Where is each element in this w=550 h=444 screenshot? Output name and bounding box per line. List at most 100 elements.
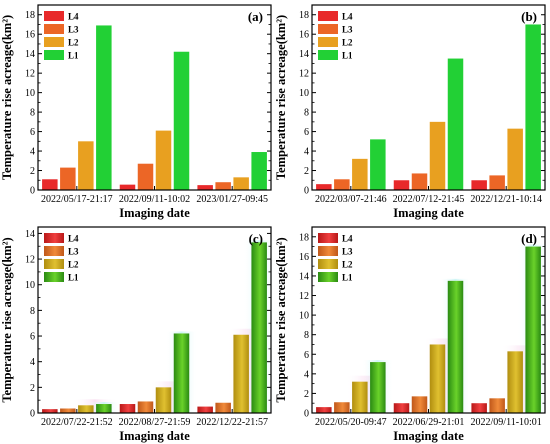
y-tick-label: 14 [25,229,35,240]
y-tick-label: 4 [304,369,309,380]
legend-label-l2: L2 [68,38,79,48]
legend-swatch-l1 [44,50,64,60]
bar-l3 [411,173,428,190]
legend-swatch-l2 [318,37,338,47]
x-axis-label: Imaging date [393,429,464,443]
legend-swatch-l4 [44,233,64,243]
bar-l1 [173,51,190,190]
bar-l4 [316,184,332,190]
y-tick-label: 6 [304,350,309,361]
legend-label-l3: L3 [68,247,79,257]
legend: L4 L3 L2 L1 [44,233,79,283]
y-tick-label: 10 [299,311,309,322]
x-axis-label: Imaging date [393,206,464,220]
y-tick-label: 14 [299,49,309,60]
legend-label-l2: L2 [342,38,353,48]
x-tick-label: 2022/05/17-21:17 [41,194,113,205]
legend-swatch-l1 [44,272,64,282]
bar-l1 [96,404,112,413]
legend-swatch-l1 [318,272,338,282]
bar-l2 [429,121,446,190]
legend-label-l2: L2 [68,260,79,270]
x-tick-label: 2022/09/11-10:01 [471,417,542,428]
panel-label: (a) [248,9,263,24]
y-axis-label: Temperature rise acreage(km²) [274,15,288,180]
bar-l4 [197,406,213,413]
y-tick-label: 16 [25,30,35,41]
y-tick-label: 6 [30,332,35,343]
legend-swatch-l4 [318,11,338,21]
y-tick-label: 4 [304,147,309,158]
bar-l3 [215,402,231,413]
bar-l3 [215,182,231,190]
x-axis-label: Imaging date [119,206,190,220]
panel-d: 0 2 4 6 8 10 12 14 16 18 2022/05/20-09:47 2022/06/2… [274,226,549,443]
bar-l1 [447,280,464,413]
legend-label-l1: L1 [68,273,79,283]
bar-l2 [78,141,94,190]
legend-swatch-l2 [44,259,64,269]
bar-l4 [471,403,487,413]
bar-l2 [233,334,249,413]
legend-swatch-l4 [44,11,64,21]
legend-swatch-l3 [44,246,64,256]
bar-l4 [42,179,58,190]
y-tick-label: 12 [25,255,35,266]
legend: L4 L3 L2 L1 [44,11,79,61]
bar-l2 [78,405,94,413]
bar-l1 [370,362,386,413]
y-axis-label: Temperature rise acreage(km²) [274,237,288,402]
x-tick-label: 2022/09/11-10:02 [119,194,190,205]
bar-l3 [334,179,350,190]
legend-label-l2: L2 [342,260,353,270]
bar-l1 [251,152,267,190]
panel-label: (b) [521,9,537,24]
y-tick-label: 14 [25,49,35,60]
panel-label: (d) [521,231,537,246]
bar-l2 [429,344,446,413]
legend-swatch-l3 [318,24,338,34]
y-tick-label: 18 [25,10,35,21]
x-tick-label: 2022/06/29-21:01 [393,417,465,428]
bar-l1 [447,58,464,191]
bar-l4 [42,409,58,413]
x-tick-label: 2022/03/07-21:46 [315,194,387,205]
y-tick-label: 18 [299,232,309,243]
x-tick-label: 2022/07/12-21:45 [393,194,465,205]
bar-l3 [60,167,76,190]
bar-l3 [137,401,154,413]
bar-l2 [352,381,368,413]
panel-c: 0 2 4 6 8 10 12 14 2022/07/22-21:52 2022/08/27-21… [0,226,275,443]
y-tick-label: 16 [299,30,309,41]
y-tick-label: 12 [299,69,309,80]
legend: L4 L3 L2 L1 [318,233,353,283]
y-tick-label: 0 [304,186,309,197]
panel-b: 0 2 4 6 8 10 12 14 16 18 2022/03/07-21:46 2022/07/1… [274,4,546,220]
bar-l1 [525,246,541,413]
y-tick-label: 8 [30,108,35,119]
legend-swatch-l3 [318,246,338,256]
y-tick-label: 4 [30,147,35,158]
x-tick-label: 2023/01/27-09:45 [196,194,268,205]
bar-l3 [411,396,428,413]
y-axis-label: Temperature rise acreage(km²) [0,15,14,180]
y-tick-label: 0 [304,409,309,420]
bar-l4 [393,180,410,190]
legend-swatch-l2 [318,259,338,269]
legend-label-l1: L1 [342,273,353,283]
y-tick-label: 0 [30,186,35,197]
bar-l3 [489,175,505,190]
legend-label-l3: L3 [68,25,79,35]
y-tick-label: 10 [25,88,35,99]
x-tick-label: 2022/12/22-21:57 [196,417,268,428]
bar-l2 [352,158,368,190]
bar-l3 [489,398,505,413]
bar-l2 [507,128,523,190]
legend-swatch-l2 [44,37,64,47]
legend-label-l3: L3 [342,247,353,257]
panel-a: 0 2 4 6 8 10 12 14 16 18 2022/05/17-21:17 2022/09/1… [0,4,272,220]
x-tick-label: 2022/05/20-09:47 [315,417,387,428]
bar-l1 [370,139,386,190]
